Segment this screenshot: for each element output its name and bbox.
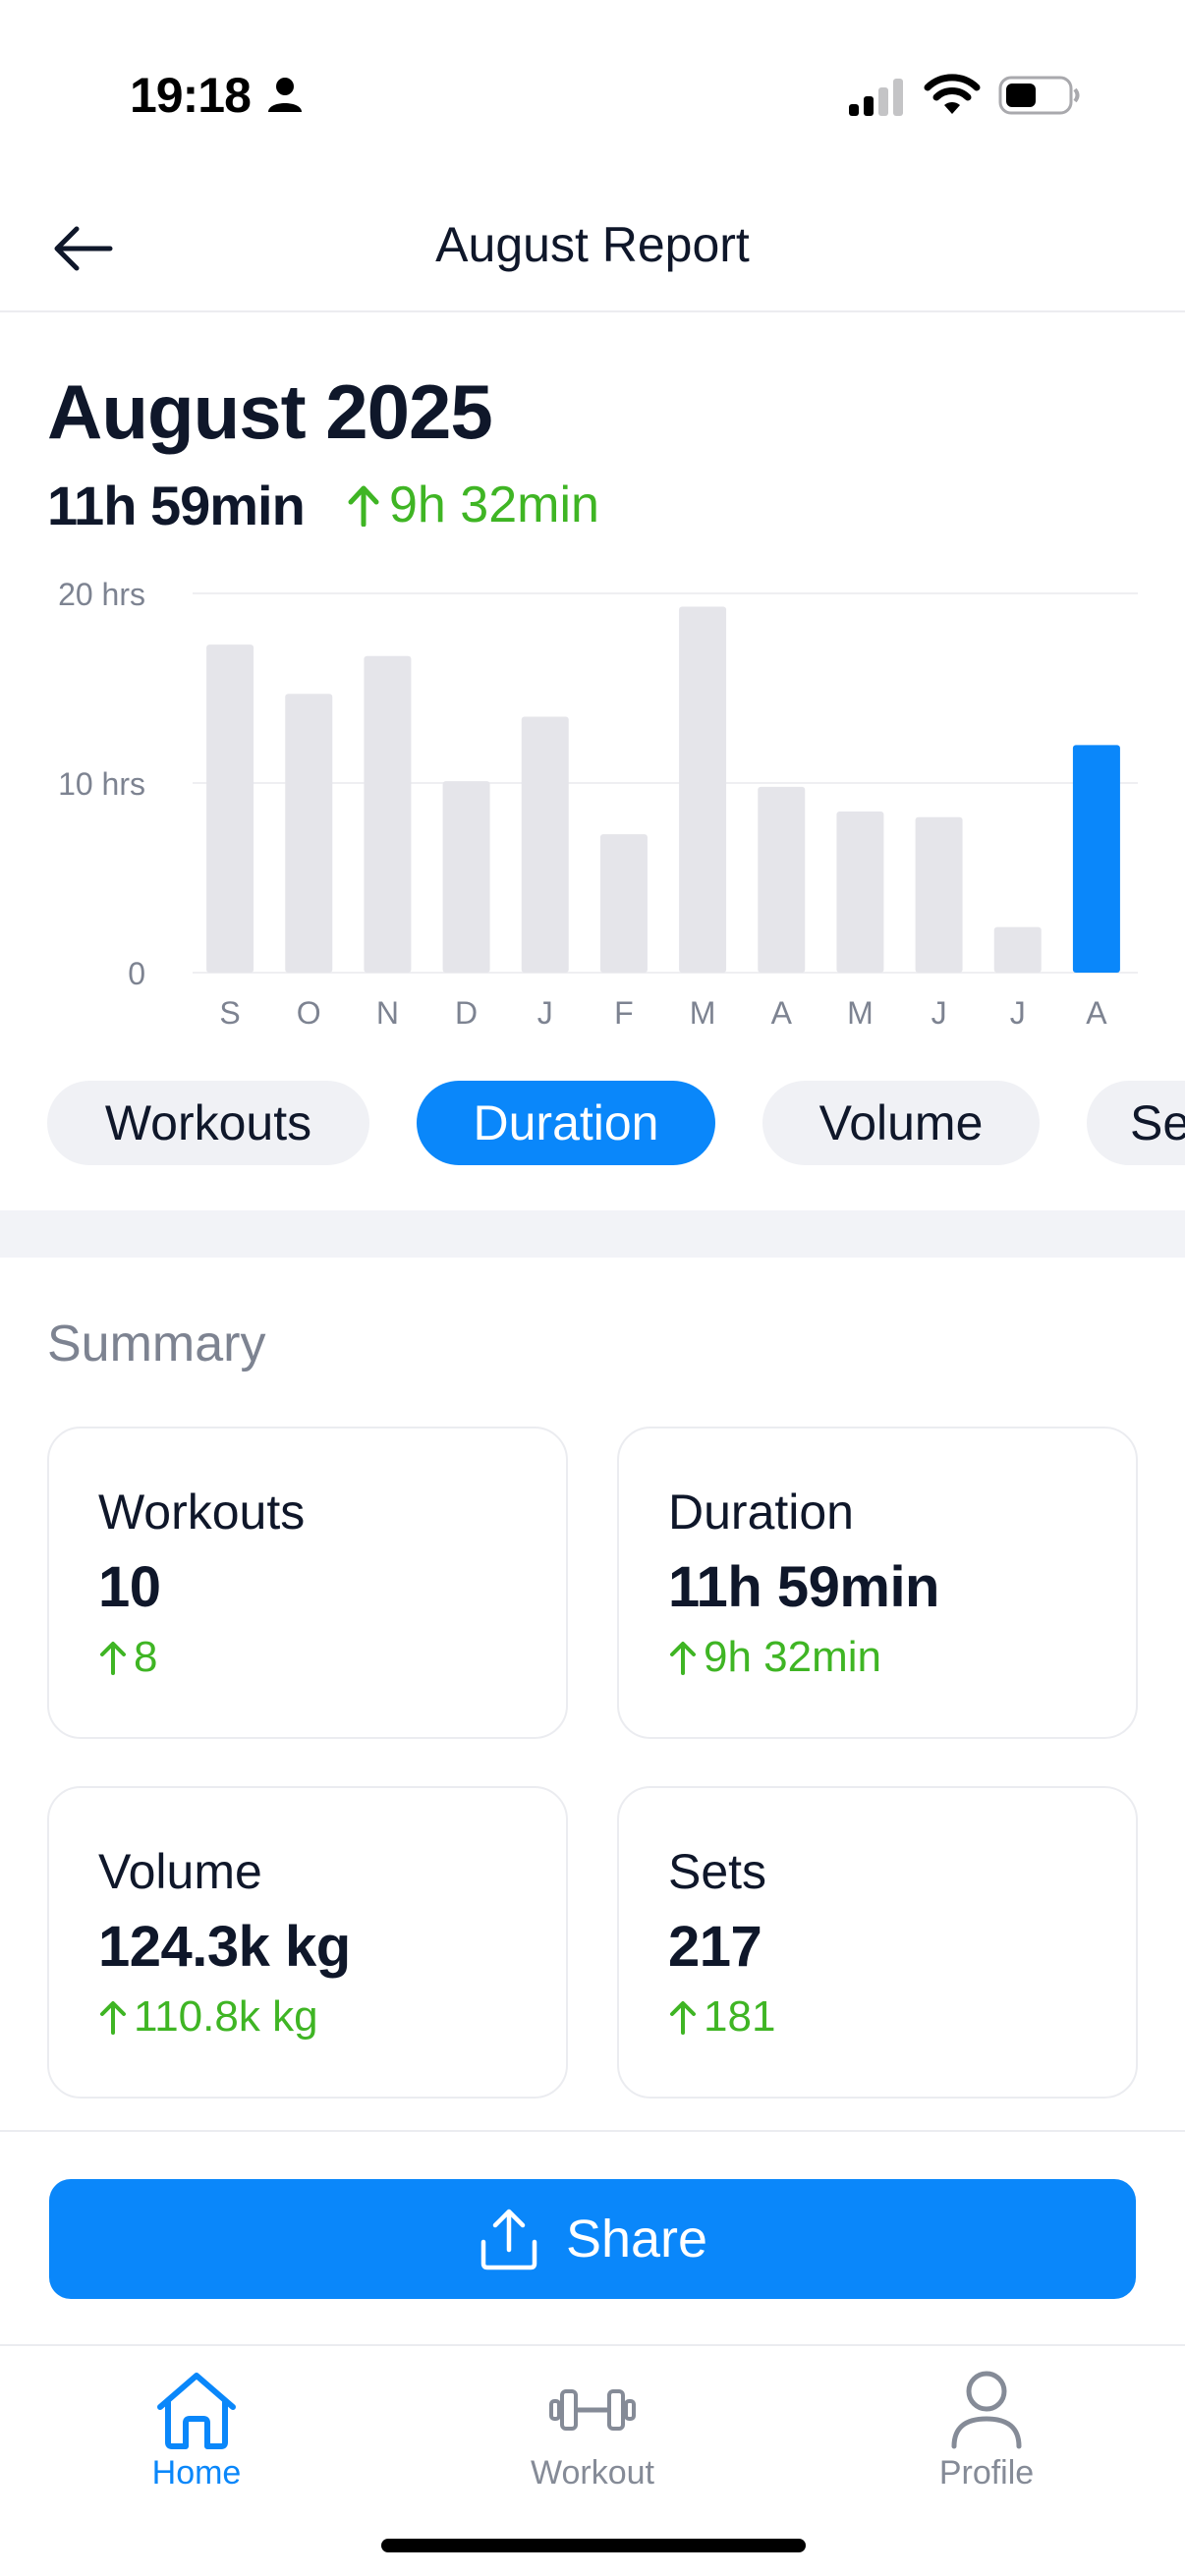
y-tick-label: 0 (128, 956, 145, 991)
chart-bar-0[interactable] (206, 644, 254, 973)
chart-bar-2[interactable] (364, 655, 412, 973)
chart-bar-4[interactable] (521, 716, 569, 973)
chart-bar-5[interactable] (599, 834, 648, 973)
status-bar: 19:18 (0, 0, 1185, 187)
arrow-left-icon (54, 226, 113, 271)
chart-bar-9[interactable] (915, 816, 963, 973)
y-tick-label: 10 hrs (58, 766, 145, 802)
x-tick-label: N (376, 995, 399, 1031)
tab-profile[interactable]: Profile (869, 2368, 1104, 2495)
card-delta-value: 110.8k kg (134, 1992, 318, 2041)
card-delta: 8 (98, 1633, 157, 1682)
summary-card-sets: Sets 217 181 (617, 1786, 1138, 2099)
arrow-up-icon (348, 485, 379, 527)
person-icon (951, 2371, 1022, 2449)
tab-bar: Home Workout Profile (0, 2344, 1185, 2576)
card-value: 124.3k kg (98, 1915, 351, 1979)
card-label: Duration (668, 1484, 854, 1540)
summary-card-workouts: Workouts 10 8 (47, 1427, 568, 1739)
x-tick-label: A (1086, 995, 1107, 1031)
total-duration: 11h 59min (47, 475, 306, 536)
arrow-up-icon (100, 2001, 126, 2035)
battery-icon (998, 76, 1080, 115)
chart-bar-1[interactable] (285, 694, 333, 973)
x-tick-label: J (1010, 995, 1026, 1031)
dumbbell-icon (549, 2389, 636, 2431)
card-label: Workouts (98, 1484, 306, 1540)
page-title: August Report (435, 217, 750, 272)
share-button[interactable]: Share (49, 2179, 1136, 2299)
summary-title: Summary (47, 1316, 266, 1372)
chart-bar-8[interactable] (836, 811, 884, 973)
x-tick-label: O (297, 995, 321, 1031)
x-tick-label: J (537, 995, 553, 1031)
chart-bar-10[interactable] (993, 926, 1042, 973)
tab-label: Workout (531, 2454, 654, 2492)
card-delta-value: 181 (704, 1992, 776, 2041)
card-delta-value: 9h 32min (704, 1633, 882, 1681)
x-tick-label: A (771, 995, 793, 1031)
chip-sets[interactable]: Sets (1087, 1081, 1185, 1165)
tab-workout[interactable]: Workout (475, 2368, 710, 2495)
card-delta: 181 (668, 1992, 775, 2042)
section-divider (0, 1210, 1185, 1258)
card-value: 217 (668, 1915, 762, 1979)
card-value: 11h 59min (668, 1555, 939, 1619)
y-tick-label: 20 hrs (58, 577, 145, 612)
wifi-icon (924, 74, 981, 114)
metric-chips: Workouts Duration Volume Sets (47, 1081, 1185, 1165)
card-value: 10 (98, 1555, 161, 1619)
chart-bar-11[interactable] (1072, 745, 1120, 973)
status-time: 19:18 (130, 68, 252, 123)
person-icon (268, 78, 302, 112)
arrow-up-icon (670, 2001, 696, 2035)
duration-change-value: 9h 32min (389, 476, 599, 533)
card-label: Volume (98, 1844, 262, 1899)
x-tick-label: D (455, 995, 478, 1031)
chip-workouts[interactable]: Workouts (47, 1081, 369, 1165)
chart-bar-7[interactable] (758, 786, 806, 973)
back-button[interactable] (43, 214, 122, 283)
share-button-label: Share (565, 2210, 708, 2268)
card-delta: 9h 32min (668, 1633, 881, 1682)
cellular-signal-icon (849, 79, 903, 116)
card-delta-value: 8 (134, 1633, 158, 1681)
x-tick-label: J (931, 995, 947, 1031)
chip-volume[interactable]: Volume (762, 1081, 1040, 1165)
home-indicator (381, 2539, 806, 2552)
report-month-title: August 2025 (47, 368, 493, 455)
tab-label: Home (151, 2454, 242, 2492)
chart-bar-6[interactable] (679, 606, 727, 973)
summary-card-duration: Duration 11h 59min 9h 32min (617, 1427, 1138, 1739)
arrow-up-icon (670, 1642, 696, 1675)
x-tick-label: S (219, 995, 240, 1031)
duration-chart-svg: 0 10 hrs 20 hrs S O N D J F M A M J J A (58, 577, 1138, 1031)
duration-chart: 0 10 hrs 20 hrs S O N D J F M A M J J A (0, 570, 1185, 1041)
chart-bar-3[interactable] (442, 781, 490, 973)
duration-change: 9h 32min (346, 476, 599, 534)
x-tick-label: F (614, 995, 634, 1031)
tab-home[interactable]: Home (79, 2368, 314, 2495)
x-tick-label: M (690, 995, 716, 1031)
arrow-up-icon (100, 1642, 126, 1675)
header: August Report (0, 187, 1185, 312)
chip-duration[interactable]: Duration (417, 1081, 715, 1165)
share-area: Share (0, 2130, 1185, 2344)
tab-label: Profile (938, 2454, 1035, 2492)
summary-card-volume: Volume 124.3k kg 110.8k kg (47, 1786, 568, 2099)
home-icon (157, 2373, 236, 2449)
share-icon (480, 2209, 537, 2270)
card-label: Sets (668, 1844, 767, 1899)
card-delta: 110.8k kg (98, 1992, 318, 2042)
x-tick-label: M (847, 995, 874, 1031)
